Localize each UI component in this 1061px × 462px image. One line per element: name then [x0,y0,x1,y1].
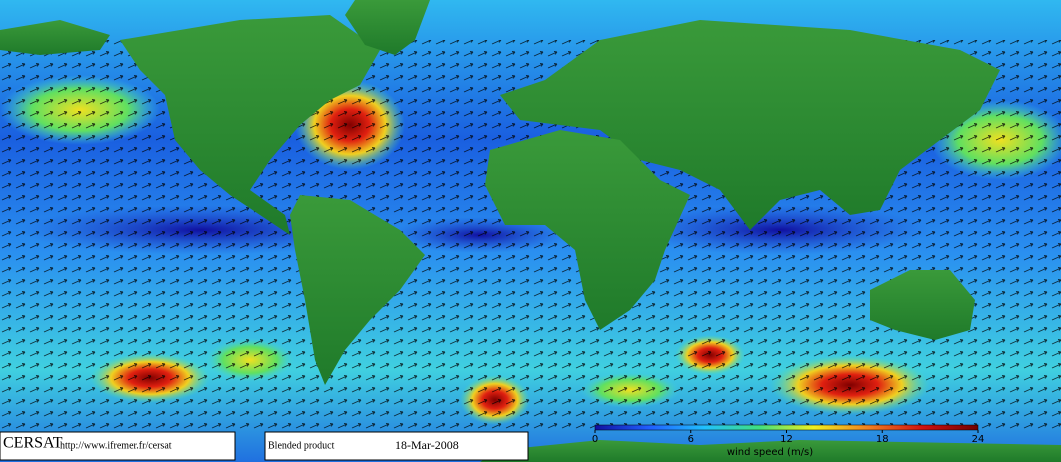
url: http://www.ifremer.fr/cersat [60,440,172,451]
colorbar-tick-label: 18 [876,434,889,445]
colorbar-tick-label: 6 [688,434,694,445]
colorbar: wind speed (m/s) 0 6 12 18 24 [592,424,985,458]
colorbar-label: wind speed (m/s) [727,447,813,458]
colorbar-tick-label: 12 [780,434,793,445]
logo-box [0,431,236,461]
date: 18-Mar-2008 [395,438,459,452]
colorbar-tick-label: 24 [972,434,985,445]
product: Blended product [268,440,335,451]
colorbar-tick-label: 0 [592,434,598,445]
footer: CERSAT http://www.ifremer.fr/cersat Blen… [0,431,529,461]
logo: CERSAT [3,435,63,452]
colorbar-scale [594,424,979,431]
product-box [264,431,529,461]
